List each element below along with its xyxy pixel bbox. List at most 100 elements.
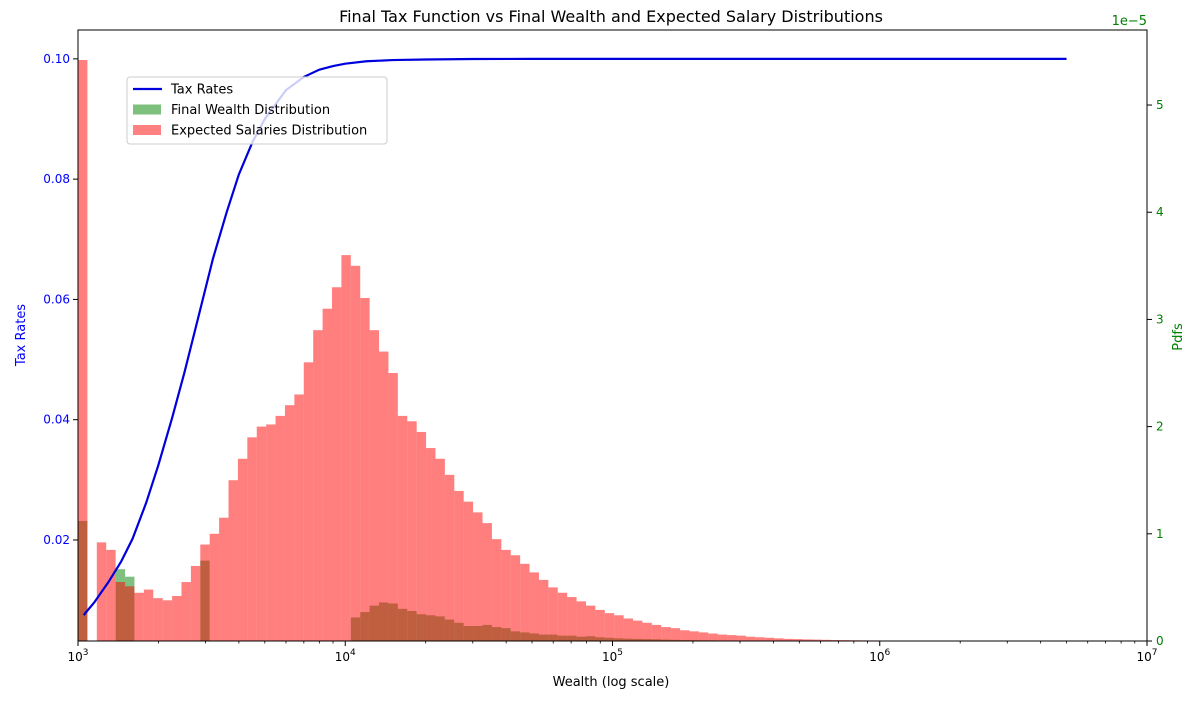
x-axis-label: Wealth (log scale) xyxy=(553,675,670,690)
salary-bar xyxy=(718,635,727,641)
y-left-tick-label: 0.04 xyxy=(43,413,70,427)
salary-bar xyxy=(144,590,153,641)
salary-bar xyxy=(577,601,586,641)
salary-bar xyxy=(417,432,426,641)
x-tick-label: 103 xyxy=(67,648,88,664)
legend-patch-swatch xyxy=(133,105,161,115)
legend-label: Final Wealth Distribution xyxy=(171,103,330,118)
salary-bar xyxy=(454,491,463,641)
salary-bar xyxy=(671,628,680,641)
y-axis-right-label: Pdfs xyxy=(1171,323,1186,351)
salary-bar xyxy=(379,352,388,641)
salary-bar xyxy=(388,373,397,641)
salary-bar xyxy=(153,598,162,641)
y-right-tick-label: 3 xyxy=(1156,312,1164,326)
salary-bar xyxy=(605,613,614,641)
legend-patch-swatch xyxy=(133,125,161,135)
y-axis-left: 0.02 0.04 0.06 0.08 0.10 xyxy=(43,52,78,547)
y-right-tick-label: 2 xyxy=(1156,420,1164,434)
y-right-tick-label: 4 xyxy=(1156,205,1164,219)
salary-bar xyxy=(464,502,473,641)
salary-bar xyxy=(567,597,576,641)
salary-bar xyxy=(614,615,623,641)
salary-bar xyxy=(200,545,209,641)
y-left-tick-label: 0.10 xyxy=(43,52,70,66)
salary-bar xyxy=(624,618,633,641)
salary-bar xyxy=(483,523,492,641)
salary-bar xyxy=(586,606,595,641)
salary-bar xyxy=(520,564,529,641)
salary-bar xyxy=(78,60,87,641)
x-tick-label: 104 xyxy=(335,648,356,664)
salary-bar xyxy=(473,512,482,641)
salary-bar xyxy=(755,637,764,641)
salary-bar xyxy=(323,309,332,641)
salary-bar xyxy=(708,634,717,642)
salary-bar xyxy=(746,637,755,641)
salary-bar xyxy=(106,550,115,641)
salary-bar xyxy=(125,586,134,641)
legend: Tax Rates Final Wealth Distribution Expect… xyxy=(127,77,387,144)
salary-bar xyxy=(116,582,125,641)
salary-bar xyxy=(332,287,341,641)
salary-bar xyxy=(247,437,256,641)
salary-bar xyxy=(652,625,661,641)
legend-label: Tax Rates xyxy=(170,83,233,98)
salary-bar xyxy=(163,600,172,641)
salary-bar xyxy=(360,298,369,641)
salary-bar xyxy=(727,635,736,641)
y-left-tick-label: 0.06 xyxy=(43,292,70,306)
y-axis-right-multiplier: 1e−5 xyxy=(1112,14,1147,29)
salary-bar xyxy=(172,596,181,641)
salary-bar xyxy=(341,255,350,641)
salary-bar xyxy=(642,623,651,641)
salary-bar xyxy=(492,539,501,641)
x-tick-label: 106 xyxy=(869,648,890,664)
salary-bar xyxy=(435,459,444,641)
salary-bar xyxy=(699,632,708,641)
salary-bar xyxy=(238,459,247,641)
salary-bar xyxy=(266,424,275,641)
y-axis-left-label: Tax Rates xyxy=(14,304,29,367)
y-right-tick-label: 1 xyxy=(1156,527,1164,541)
salary-bar xyxy=(511,555,520,641)
salary-bar xyxy=(219,518,228,641)
salary-bar xyxy=(210,534,219,641)
legend-label: Expected Salaries Distribution xyxy=(171,124,367,139)
salary-bar xyxy=(595,610,604,641)
salary-bar xyxy=(689,631,698,641)
y-right-tick-label: 5 xyxy=(1156,98,1164,112)
salary-bar xyxy=(737,636,746,641)
salary-bar xyxy=(633,621,642,641)
chart-title: Final Tax Function vs Final Wealth and E… xyxy=(339,7,883,26)
salary-bar xyxy=(313,330,322,641)
salary-bar xyxy=(191,566,200,641)
salary-bar xyxy=(661,627,670,641)
y-right-tick-label: 0 xyxy=(1156,634,1164,648)
salary-bar xyxy=(229,480,238,641)
x-tick-label: 107 xyxy=(1136,648,1157,664)
salary-bar xyxy=(407,421,416,641)
x-axis: 103 104 105 106 107 xyxy=(67,641,1157,664)
salary-bar xyxy=(530,572,539,641)
salary-bar xyxy=(285,405,294,641)
y-axis-right: 0 1 2 3 4 5 xyxy=(1147,98,1164,648)
x-tick-label: 105 xyxy=(602,648,623,664)
salary-bar xyxy=(351,266,360,641)
salary-bar xyxy=(426,448,435,641)
salary-bar xyxy=(558,593,567,641)
salary-bar xyxy=(294,394,303,641)
y-left-tick-label: 0.08 xyxy=(43,172,70,186)
salary-bar xyxy=(181,582,190,641)
salary-bar xyxy=(257,427,266,641)
y-left-tick-label: 0.02 xyxy=(43,533,70,547)
salary-bar xyxy=(445,475,454,641)
salary-bar xyxy=(501,550,510,641)
salary-bar xyxy=(304,362,313,641)
salary-bar xyxy=(680,630,689,641)
salary-bar xyxy=(398,416,407,641)
salary-bar xyxy=(134,593,143,641)
salary-bar xyxy=(548,587,557,641)
